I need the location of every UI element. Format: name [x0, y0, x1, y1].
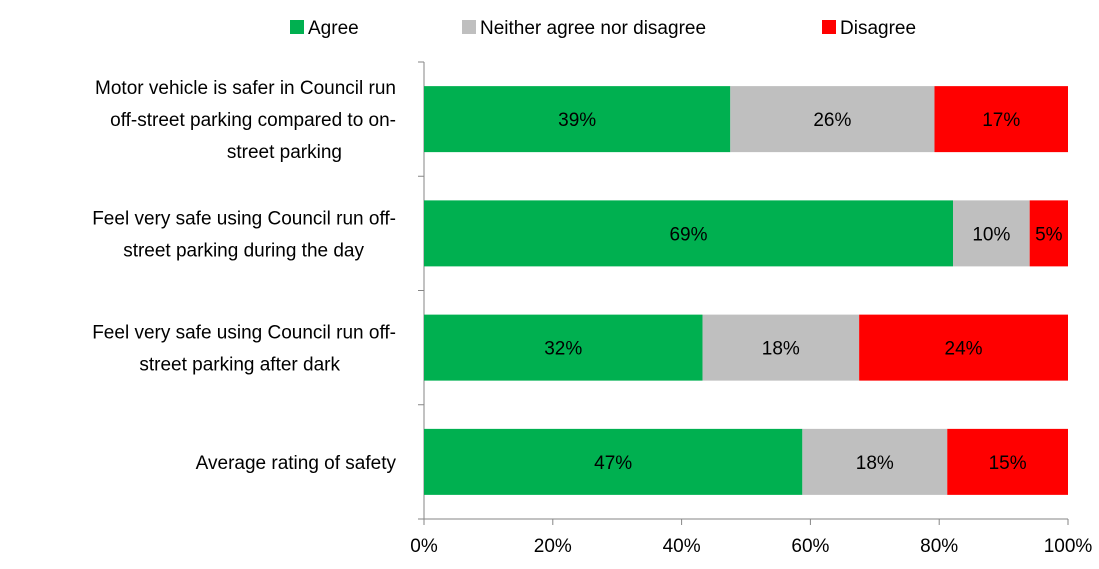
- data-label: 39%: [558, 110, 596, 131]
- data-label: 32%: [544, 339, 582, 360]
- data-label: 10%: [972, 224, 1010, 245]
- category-label-line: Average rating of safety: [196, 453, 397, 474]
- category-label-line: Feel very safe using Council run off-: [92, 208, 396, 229]
- bar-segment: [802, 428, 948, 495]
- data-label: 24%: [945, 339, 983, 360]
- data-label: 18%: [856, 453, 894, 474]
- bar-segment: [934, 86, 1068, 153]
- x-tick-label: 0%: [410, 536, 438, 557]
- category-label-line: street parking after dark: [139, 355, 340, 376]
- bar-segment: [730, 86, 935, 153]
- bar-segment: [859, 314, 1068, 381]
- category-label: Feel very safe using Council run off-str…: [92, 323, 396, 376]
- category-label-line: Motor vehicle is safer in Council run: [95, 78, 396, 99]
- data-label: 69%: [669, 224, 707, 245]
- data-label: 18%: [762, 339, 800, 360]
- category-label-line: street parking during the day: [123, 240, 364, 261]
- legend-label: Agree: [308, 18, 359, 39]
- bar-segment: [424, 428, 803, 495]
- bar-segment: [424, 314, 703, 381]
- data-label: 47%: [594, 453, 632, 474]
- data-label: 26%: [813, 110, 851, 131]
- legend-swatch: [822, 20, 836, 34]
- bar-segment: [424, 86, 731, 153]
- data-label: 5%: [1035, 224, 1063, 245]
- x-tick-label: 20%: [534, 536, 572, 557]
- legend-swatch: [462, 20, 476, 34]
- category-label: Motor vehicle is safer in Council run off…: [95, 78, 396, 163]
- legend-label: Neither agree nor disagree: [480, 18, 706, 39]
- bar-segment: [424, 200, 953, 267]
- category-label: Average rating of safety: [196, 453, 397, 474]
- x-tick-label: 60%: [791, 536, 829, 557]
- category-label-line: Feel very safe using Council run off-: [92, 323, 396, 344]
- x-tick-label: 100%: [1044, 536, 1093, 557]
- bar-segment: [947, 428, 1068, 495]
- bar-segment: [1029, 200, 1068, 267]
- x-tick-label: 80%: [920, 536, 958, 557]
- data-label: 17%: [982, 110, 1020, 131]
- legend-label: Disagree: [840, 18, 916, 39]
- category-label-line: off-street parking compared to on-: [110, 110, 396, 131]
- bar-segment: [702, 314, 860, 381]
- category-label: Feel very safe using Council run off-str…: [92, 208, 396, 261]
- legend-swatch: [290, 20, 304, 34]
- category-label-line: street parking: [227, 142, 342, 163]
- bar-segment: [953, 200, 1030, 267]
- x-tick-label: 40%: [663, 536, 701, 557]
- data-label: 15%: [989, 453, 1027, 474]
